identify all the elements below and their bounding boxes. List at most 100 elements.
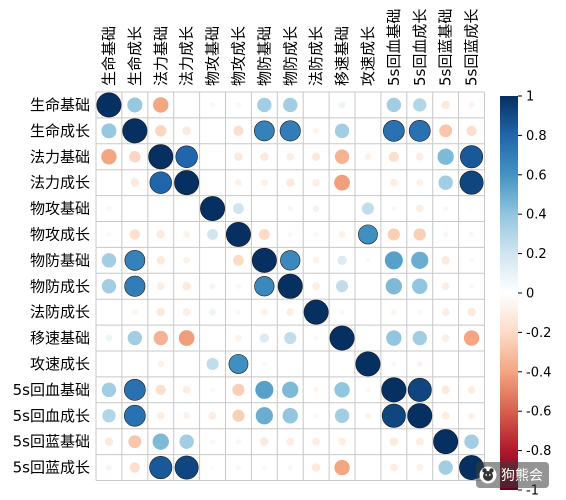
row-label: 移速基础	[30, 329, 90, 347]
colorbar-tick-label: 0.2	[526, 247, 547, 262]
correlation-circle	[441, 308, 450, 316]
correlation-circle	[254, 276, 275, 297]
correlation-circle	[128, 435, 142, 449]
correlation-circle	[311, 463, 321, 472]
correlation-circle	[127, 330, 143, 346]
correlation-circle	[287, 464, 293, 471]
correlation-circle	[261, 361, 268, 367]
correlation-circle	[262, 206, 266, 211]
correlation-circle	[364, 153, 372, 161]
correlation-circle	[433, 429, 459, 455]
correlation-circle	[277, 273, 303, 299]
correlation-circle	[439, 124, 453, 138]
correlation-circle	[312, 178, 320, 187]
correlation-circle	[152, 433, 169, 450]
correlation-circle	[206, 357, 219, 371]
colorbar-tick-label: 1	[526, 90, 534, 105]
correlation-circle	[412, 278, 428, 294]
correlation-circle	[444, 362, 448, 366]
correlation-circle	[468, 101, 475, 108]
correlation-circle	[156, 411, 165, 420]
correlation-circle	[106, 231, 112, 238]
correlation-circle	[441, 411, 450, 420]
correlation-circle	[366, 181, 370, 185]
correlation-circle	[340, 362, 344, 366]
correlation-circle	[235, 102, 242, 108]
column-labels: 生命基础 生命成长 法力基础 法力成长 物攻基础 物攻成长 物防基础 物防成长 法防成长 移速基础…	[100, 9, 481, 86]
correlation-circle	[156, 256, 165, 265]
correlation-circle	[282, 381, 299, 399]
correlation-circle	[107, 362, 111, 366]
colorbar-tick-label: -0.6	[526, 405, 551, 420]
correlation-circle	[437, 148, 454, 165]
correlation-circle	[334, 123, 350, 139]
correlation-circle	[235, 309, 242, 315]
correlation-circle	[232, 409, 245, 422]
correlation-circle	[283, 97, 298, 113]
correlation-circle	[334, 382, 350, 398]
correlation-circle	[260, 437, 269, 446]
correlation-circle	[312, 205, 320, 212]
correlation-circle	[182, 386, 191, 394]
correlation-circle	[366, 440, 370, 444]
correlation-circle	[441, 100, 450, 110]
correlation-circle	[391, 361, 397, 367]
correlation-circle	[129, 229, 141, 240]
correlation-circle	[287, 231, 293, 238]
correlation-circle	[313, 231, 319, 238]
correlation-circle	[235, 438, 242, 445]
correlation-circle	[389, 437, 399, 446]
correlation-circle	[416, 464, 424, 471]
correlation-circle	[413, 228, 426, 241]
correlation-circle	[209, 438, 216, 445]
correlation-circle	[210, 258, 215, 262]
correlation-circle	[101, 149, 117, 165]
row-label: 5s回血成长	[13, 407, 90, 425]
correlation-circle	[383, 120, 405, 142]
correlation-circle	[384, 251, 403, 270]
column-label: 物攻基础	[204, 26, 222, 86]
colorbar-tick-label: 0.6	[526, 168, 547, 183]
correlation-circle	[390, 463, 398, 472]
correlation-circle	[338, 231, 346, 238]
correlation-circle	[468, 231, 475, 238]
correlation-circle	[366, 465, 370, 470]
correlation-circle	[210, 181, 215, 185]
column-label: 法力成长	[178, 26, 196, 86]
correlation-circle	[338, 437, 346, 446]
bear-logo-icon	[479, 466, 497, 484]
correlation-circle	[366, 103, 370, 107]
grid-lines	[95, 91, 485, 481]
correlation-circle	[468, 283, 475, 289]
row-label: 法防成长	[30, 303, 90, 321]
correlation-circle	[416, 360, 423, 367]
correlation-circle	[366, 310, 370, 314]
correlation-circle	[157, 360, 165, 368]
correlation-circle	[288, 362, 292, 366]
correlation-circle	[460, 145, 484, 169]
correlation-circle	[313, 413, 319, 419]
correlation-circle	[210, 336, 215, 340]
correlation-circle	[312, 256, 320, 264]
column-label: 法防成长	[307, 26, 325, 86]
correlation-circle	[235, 179, 242, 187]
correlation-circle	[334, 149, 350, 164]
correlation-circle	[415, 152, 424, 161]
correlation-circle	[255, 380, 274, 399]
correlation-circle	[233, 254, 244, 266]
correlation-circle	[390, 309, 397, 316]
correlation-circle	[313, 127, 320, 134]
correlation-circle	[182, 308, 191, 316]
correlation-circle	[338, 101, 346, 109]
correlation-circles	[96, 92, 485, 481]
correlation-circle	[386, 330, 402, 346]
colorbar-tick-label: 0.8	[526, 129, 547, 144]
watermark-text: 狗熊会	[501, 468, 543, 484]
correlation-circle	[287, 205, 294, 212]
correlation-circle	[313, 386, 320, 393]
correlation-circle	[286, 437, 295, 446]
correlation-circle	[366, 129, 370, 133]
correlation-circle	[340, 206, 344, 211]
correlation-circle	[467, 386, 476, 394]
correlation-circle	[148, 144, 174, 170]
